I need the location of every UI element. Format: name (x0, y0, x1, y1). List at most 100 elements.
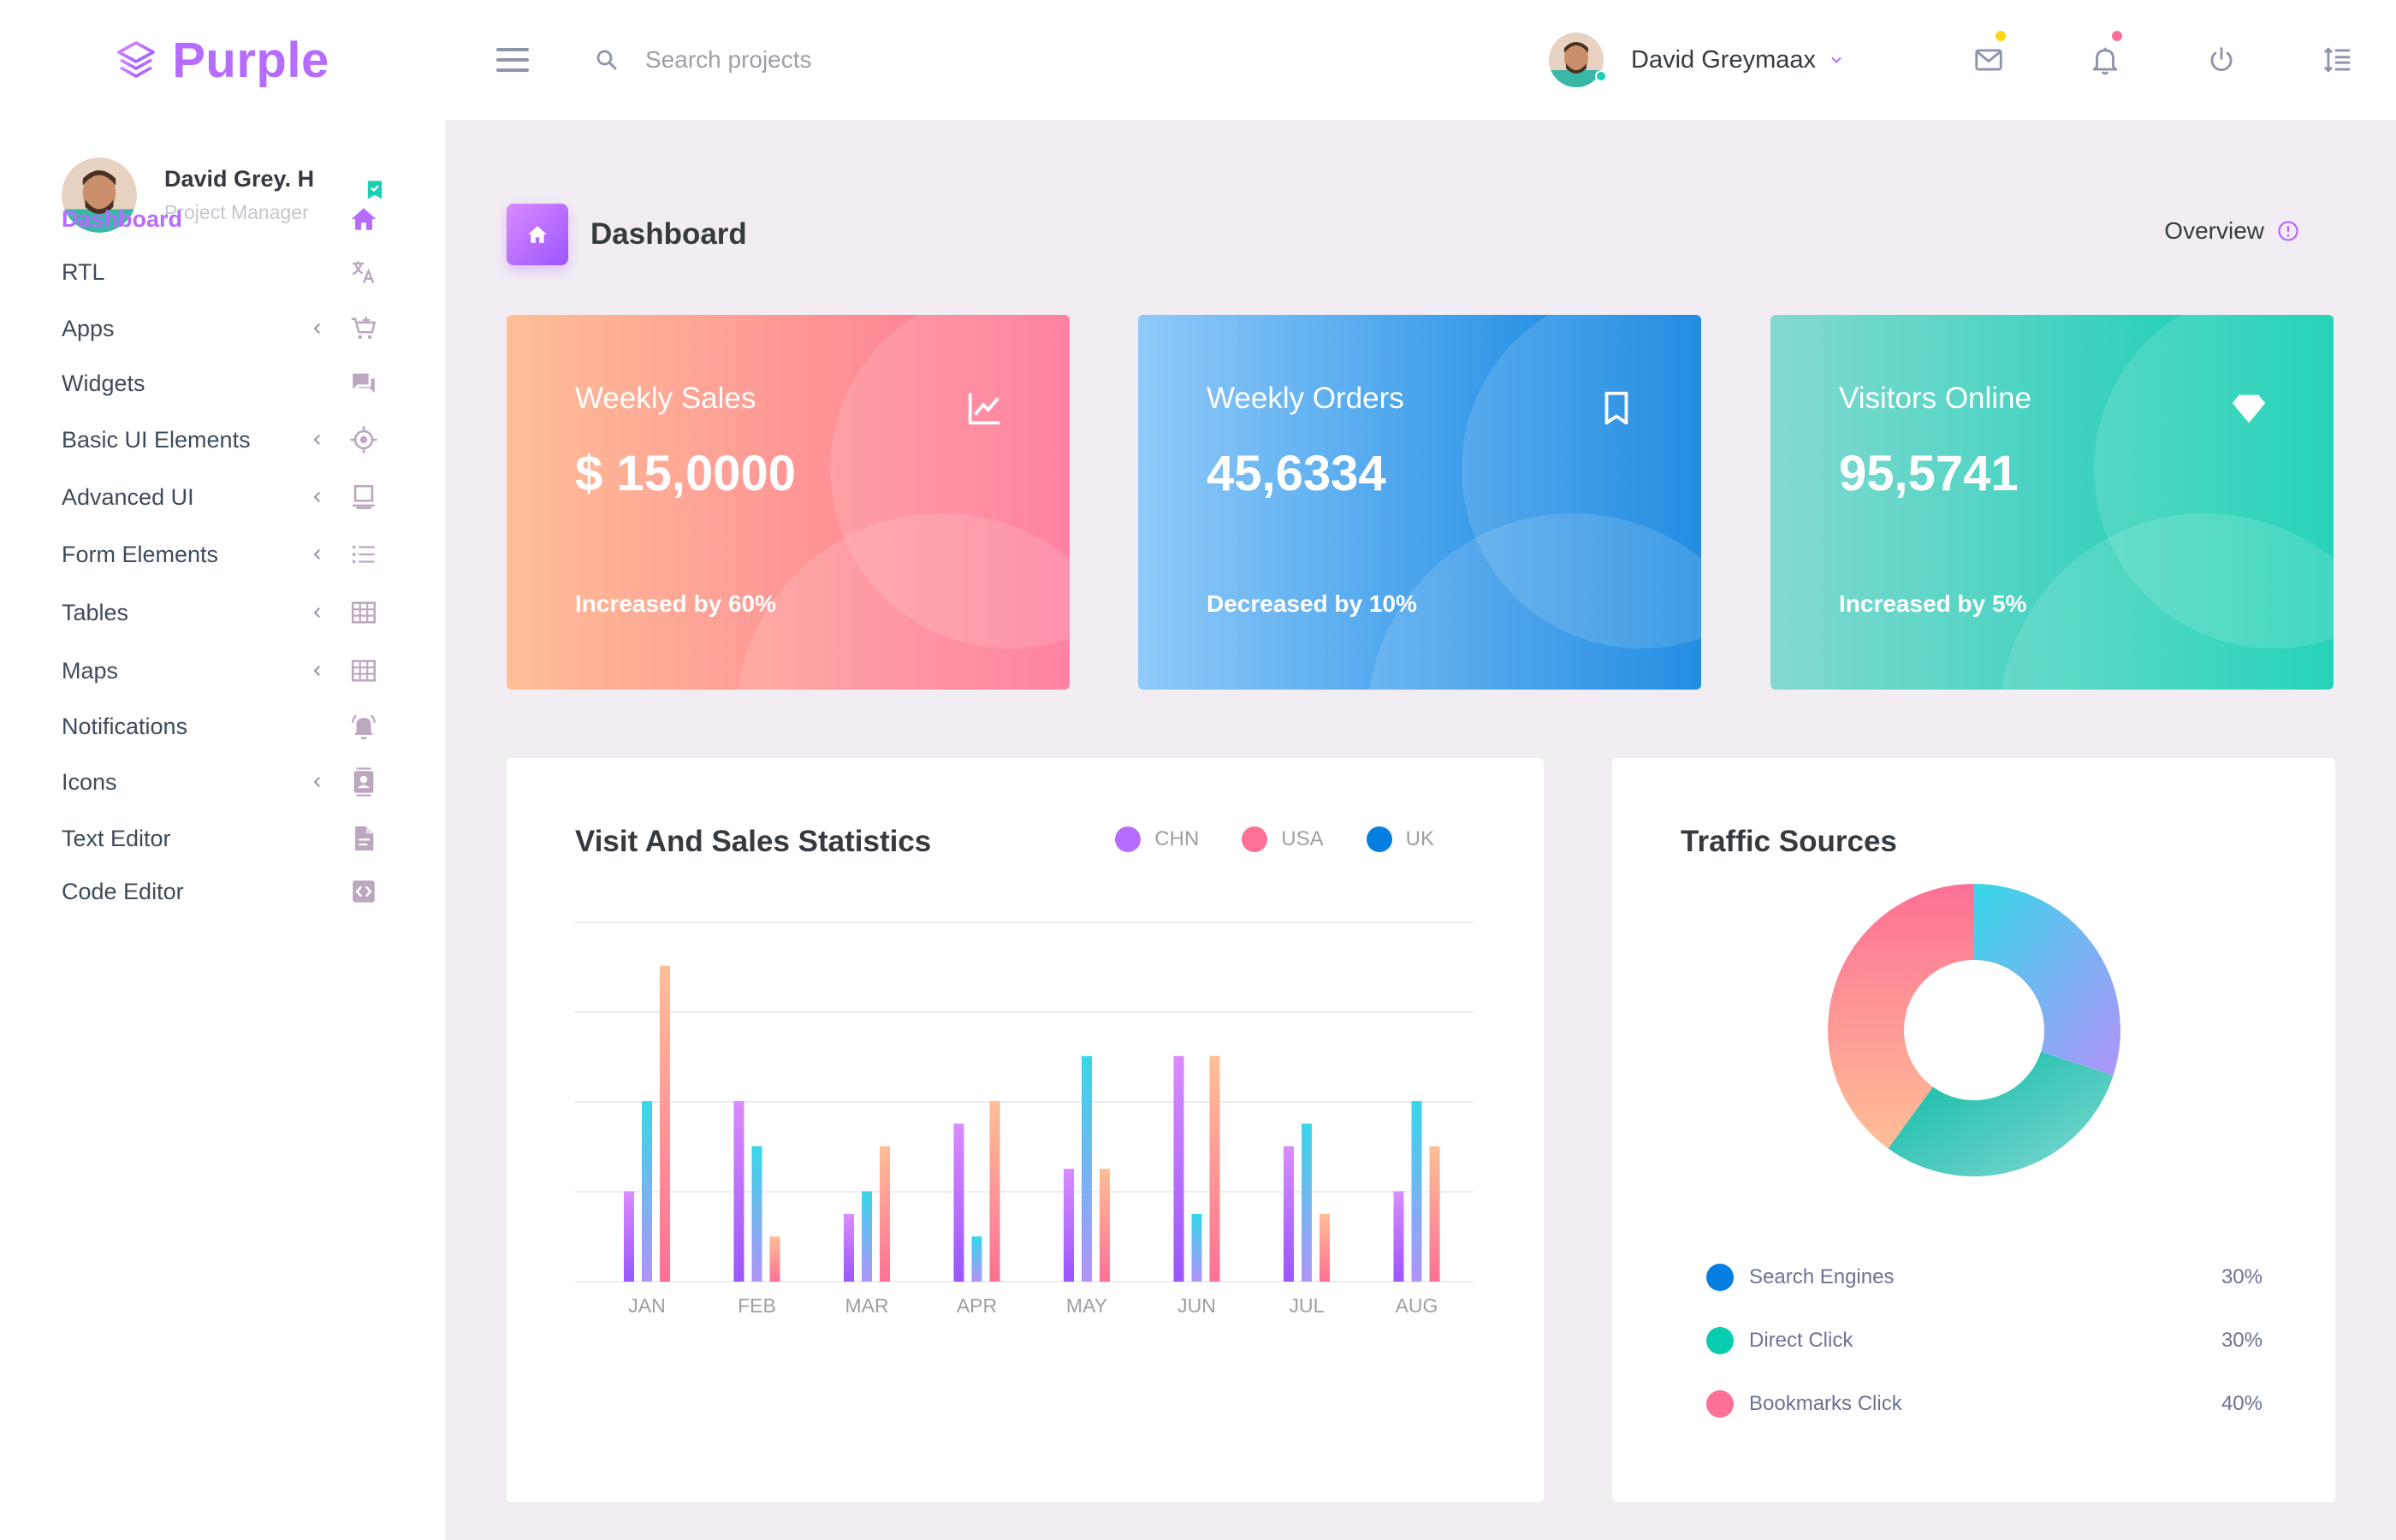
bar-uk-jul (1302, 1123, 1312, 1282)
bar-uk-jun (1191, 1213, 1202, 1282)
sidebar: David Grey. H Project Manager Dashboard R… (0, 120, 445, 1540)
sidebar-item-form-elements[interactable]: Form Elements (62, 529, 387, 580)
notifications-button[interactable] (2047, 0, 2163, 120)
chart-legend: CHN USA UK (1115, 826, 1434, 852)
x-tick-label: AUG (1396, 1294, 1438, 1314)
traffic-legend-row: Bookmarks Click 40% (1706, 1372, 2263, 1436)
cart-icon (351, 316, 377, 340)
sidebar-item-notifications[interactable]: Notifications (62, 701, 387, 752)
sidebar-item-label: Advanced UI (62, 483, 194, 510)
bar-uk-jan (642, 1101, 652, 1282)
sidebar-item-icons[interactable]: Icons (62, 756, 387, 808)
sidebar-item-tables[interactable]: Tables (62, 587, 387, 638)
x-tick-label: JUL (1290, 1294, 1325, 1314)
bar-usa-jun (1209, 1056, 1220, 1282)
profile-name: David Grey. H (164, 166, 315, 192)
page-icon (507, 204, 568, 265)
search-icon (596, 50, 617, 70)
legend-dot (1242, 826, 1268, 852)
overview-link[interactable]: Overview (2164, 217, 2300, 245)
card-footer: Increased by 5% (1839, 590, 2027, 617)
settings-panel-button[interactable] (2280, 0, 2396, 120)
sidebar-item-maps[interactable]: Maps (62, 645, 387, 696)
slice-search-engines (1974, 884, 2120, 1075)
code-icon (353, 880, 375, 903)
brand-name: Purple (172, 32, 329, 88)
bar-uk-apr (971, 1236, 982, 1282)
card-footer: Increased by 60% (575, 590, 777, 617)
traffic-label: Search Engines (1749, 1265, 1895, 1288)
format-line-spacing-icon (2323, 47, 2351, 73)
bookmark-check-icon (367, 181, 383, 199)
traffic-legend: Search Engines 30% Direct Click 30% Book… (1706, 1246, 2263, 1436)
home-icon (528, 226, 547, 243)
bar-uk-may (1082, 1056, 1092, 1282)
chevron-left-icon (313, 435, 320, 445)
bar-chn-jul (1284, 1146, 1294, 1282)
chevron-down-icon (1831, 56, 1841, 63)
legend-item-chn: CHN (1115, 826, 1199, 852)
messages-button[interactable] (1930, 0, 2047, 120)
sidebar-item-basic-ui-elements[interactable]: Basic UI Elements (62, 414, 387, 465)
user-profile-dropdown[interactable]: David Greymaax (1549, 33, 1845, 87)
diamond-icon (2232, 394, 2266, 424)
sidebar-toggle-button[interactable] (496, 41, 534, 79)
traffic-value: 30% (2221, 1265, 2263, 1288)
sidebar-item-label: Text Editor (62, 825, 171, 851)
map-grid-icon (351, 660, 377, 682)
alert-circle-icon (2278, 221, 2298, 241)
legend-label: CHN (1154, 827, 1200, 850)
legend-dot (1115, 826, 1142, 852)
x-tick-label: MAY (1066, 1294, 1107, 1314)
visit-sales-chart-panel: Visit And Sales Statistics CHN USA UK JA… (507, 758, 1544, 1502)
legend-label: USA (1281, 827, 1324, 850)
avatar-image (1549, 33, 1604, 87)
traffic-sources-panel: Traffic Sources Search Engines 30% Direc… (1612, 758, 2335, 1502)
sidebar-item-label: Code Editor (62, 878, 184, 904)
menu-icon (496, 48, 529, 51)
sidebar-item-dashboard[interactable]: Dashboard (62, 193, 387, 245)
notifications-badge (2112, 31, 2122, 41)
translate-icon (352, 261, 375, 284)
search-input[interactable] (645, 46, 987, 74)
bookmark-icon (1604, 391, 1628, 425)
bar-usa-jul (1320, 1213, 1330, 1282)
x-tick-label: JAN (628, 1294, 665, 1314)
card-title: Visitors Online (1839, 382, 2032, 415)
sidebar-item-advanced-ui[interactable]: Advanced UI (62, 471, 387, 523)
sidebar-item-label: Notifications (62, 713, 188, 739)
bar-chn-apr (953, 1123, 964, 1282)
x-tick-label: MAR (845, 1294, 888, 1314)
page-header: Dashboard (507, 204, 747, 265)
card-title: Weekly Orders (1207, 382, 1404, 415)
file-document-icon (355, 826, 374, 851)
profile-role: Project Manager (164, 201, 309, 223)
card-value: $ 15,0000 (575, 446, 797, 501)
visitors-online-card: Visitors Online 95,5741 Increased by 5% (1770, 315, 2334, 690)
power-button[interactable] (2163, 0, 2280, 120)
list-icon (352, 545, 375, 564)
bar-chn-mar (844, 1213, 854, 1282)
sidebar-item-rtl[interactable]: RTL (62, 246, 387, 298)
sidebar-item-code-editor[interactable]: Code Editor (62, 866, 387, 917)
messages-badge (1996, 31, 2006, 41)
sidebar-profile[interactable]: David Grey. H Project Manager (62, 152, 387, 238)
overview-label: Overview (2164, 217, 2264, 244)
sidebar-item-text-editor[interactable]: Text Editor (62, 813, 387, 864)
slice-direct-click (1888, 1051, 2114, 1176)
sidebar-item-label: Tables (62, 599, 129, 625)
bar-chn-may (1064, 1169, 1074, 1282)
chat-icon (353, 373, 375, 394)
sidebar-item-widgets[interactable]: Widgets (62, 358, 387, 409)
chart-title: Visit And Sales Statistics (575, 825, 932, 858)
legend-dot (1706, 1327, 1734, 1354)
brand-logo[interactable]: Purple (0, 0, 445, 120)
bar-usa-feb (769, 1236, 780, 1282)
donut-chart (1828, 884, 2120, 1176)
bar-chn-aug (1393, 1191, 1404, 1282)
sidebar-item-apps[interactable]: Apps (62, 303, 387, 354)
traffic-label: Direct Click (1749, 1329, 1853, 1352)
search-bar (594, 46, 987, 74)
weekly-orders-card: Weekly Orders 45,6334 Decreased by 10% (1138, 315, 1701, 690)
topbar-user-name: David Greymaax (1631, 45, 1816, 74)
